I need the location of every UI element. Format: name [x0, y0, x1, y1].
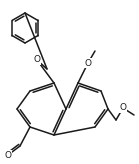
Text: O: O: [4, 151, 12, 160]
Text: O: O: [120, 103, 126, 113]
Text: O: O: [33, 55, 40, 64]
Text: O: O: [85, 59, 91, 68]
